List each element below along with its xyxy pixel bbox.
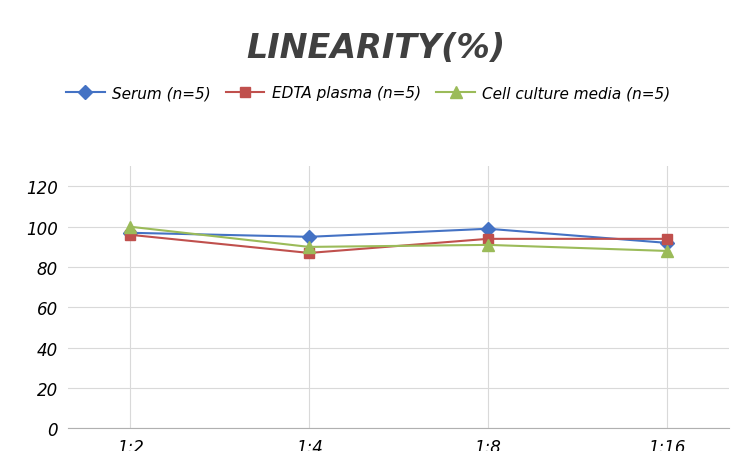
Cell culture media (n=5) <box>126 225 135 230</box>
Line: Cell culture media (n=5): Cell culture media (n=5) <box>125 222 672 257</box>
Serum (n=5) <box>126 230 135 236</box>
EDTA plasma (n=5) <box>663 237 672 242</box>
Serum (n=5) <box>484 226 493 232</box>
EDTA plasma (n=5) <box>484 237 493 242</box>
Serum (n=5) <box>663 241 672 246</box>
Cell culture media (n=5) <box>484 243 493 248</box>
EDTA plasma (n=5) <box>126 233 135 238</box>
Line: Serum (n=5): Serum (n=5) <box>126 225 672 248</box>
Legend: Serum (n=5), EDTA plasma (n=5), Cell culture media (n=5): Serum (n=5), EDTA plasma (n=5), Cell cul… <box>60 80 677 107</box>
Serum (n=5) <box>305 235 314 240</box>
Line: EDTA plasma (n=5): EDTA plasma (n=5) <box>126 230 672 258</box>
EDTA plasma (n=5) <box>305 251 314 256</box>
Text: LINEARITY(%): LINEARITY(%) <box>247 32 505 64</box>
Cell culture media (n=5) <box>663 249 672 254</box>
Cell culture media (n=5) <box>305 244 314 250</box>
